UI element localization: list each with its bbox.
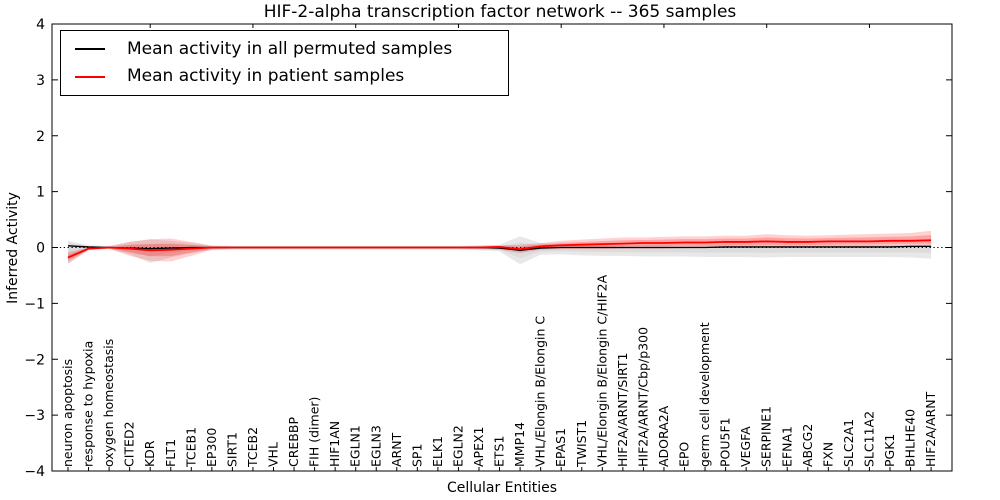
- x-tick-label: ABCG2: [800, 424, 815, 467]
- y-tick-label: 1: [36, 185, 45, 201]
- y-tick-label: 2: [36, 129, 45, 145]
- legend-line-permuted-icon: [75, 48, 105, 51]
- x-tick-label: CREBBP: [286, 417, 301, 467]
- x-tick-label: EPAS1: [553, 428, 568, 467]
- y-tick-label: −4: [24, 464, 45, 480]
- x-tick-label: TWIST1: [574, 420, 589, 468]
- x-tick-label: PGK1: [882, 434, 897, 467]
- permuted-band-inner: [68, 242, 932, 258]
- x-tick-label: HIF2A/ARNT/SIRT1: [615, 353, 630, 467]
- x-tick-label: HIF2A/ARNT: [923, 391, 938, 467]
- x-tick-label: EGLN3: [368, 425, 383, 467]
- x-tick-label: neuron apoptosis: [60, 359, 75, 467]
- x-tick-label: APEX1: [471, 426, 486, 467]
- x-tick-label: VEGFA: [738, 426, 753, 467]
- legend-item-patient: Mean activity in patient samples: [61, 67, 508, 86]
- x-tick-label: FIH (dimer): [307, 397, 322, 467]
- x-tick-label: germ cell development: [697, 322, 712, 467]
- legend-line-patient-icon: [75, 75, 105, 78]
- x-tick-label: CITED2: [122, 421, 137, 467]
- x-tick-label: ARNT: [389, 432, 404, 467]
- y-tick-label: 4: [36, 17, 45, 33]
- x-tick-label: HIF2A/ARNT/Cbp/p300: [635, 327, 650, 467]
- chart-title: HIF-2-alpha transcription factor network…: [263, 2, 737, 22]
- x-tick-label: SERPINE1: [759, 406, 774, 467]
- x-tick-label: FLT1: [163, 439, 178, 467]
- x-tick-label: TCEB1: [183, 427, 198, 468]
- x-tick-label: ELK1: [430, 436, 445, 467]
- y-tick-label: 3: [36, 73, 45, 89]
- x-tick-label: EP300: [204, 428, 219, 467]
- y-tick-label: 0: [36, 241, 45, 257]
- legend-label-patient: Mean activity in patient samples: [127, 66, 405, 87]
- x-tick-label: VHL/Elongin B/Elongin C/HIF2A: [594, 274, 609, 467]
- y-tick-label: −1: [24, 296, 45, 312]
- x-tick-label: oxygen homeostasis: [101, 339, 116, 467]
- x-tick-label: EGLN2: [450, 425, 465, 467]
- x-tick-label: ADORA2A: [656, 405, 671, 467]
- x-tick-label: BHLHE40: [903, 409, 918, 467]
- x-tick-label: SLC11A2: [861, 411, 876, 467]
- y-tick-label: −2: [24, 352, 45, 368]
- x-tick-label: TCEB2: [245, 427, 260, 468]
- x-tick-label: MMP14: [512, 422, 527, 467]
- x-tick-label: FXN: [820, 442, 835, 467]
- x-axis-label: Cellular Entities: [446, 480, 558, 496]
- legend: Mean activity in all permuted samples Me…: [60, 30, 509, 96]
- x-tick-label: EPO: [677, 442, 692, 467]
- y-tick-label: −3: [24, 408, 45, 424]
- x-tick-label: SP1: [409, 444, 424, 467]
- legend-label-permuted: Mean activity in all permuted samples: [127, 38, 453, 59]
- x-tick-label: SLC2A1: [841, 419, 856, 467]
- legend-item-permuted: Mean activity in all permuted samples: [61, 38, 508, 59]
- x-tick-label: HIF1AN: [327, 421, 342, 467]
- x-tick-label: SIRT1: [224, 432, 239, 467]
- permuted-band-outer: [68, 236, 932, 265]
- y-axis-label: Inferred Activity: [5, 192, 21, 304]
- x-tick-label: VHL/Elongin B/Elongin C: [533, 316, 548, 467]
- x-tick-label: VHL: [266, 442, 281, 467]
- x-tick-label: ETS1: [492, 436, 507, 467]
- x-tick-label: response to hypoxia: [81, 341, 96, 467]
- x-tick-label: KDR: [142, 440, 157, 467]
- patient-mean-line: [67, 239, 932, 259]
- x-tick-label: POU5F1: [718, 417, 733, 467]
- x-tick-label: EGLN1: [348, 425, 363, 467]
- x-tick-label: EFNA1: [779, 426, 794, 467]
